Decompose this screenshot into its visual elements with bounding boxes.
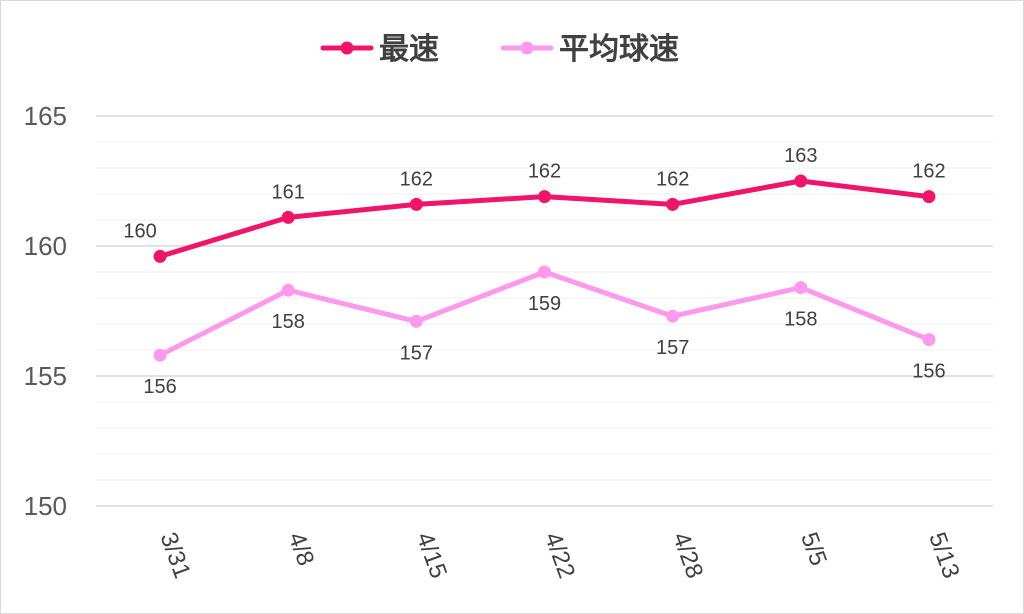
y-tick-label: 160	[24, 231, 67, 261]
x-axis-ticks: 3/31 4/8 4/15 4/22 4/28 5/5 5/13	[154, 529, 964, 582]
y-tick-label: 165	[24, 101, 67, 131]
data-point	[153, 348, 167, 362]
data-labels: 160 161 162 162 162 163 162 156 158 157 159 157 158 1…	[123, 145, 945, 398]
data-point	[794, 174, 808, 188]
data-label: 157	[400, 342, 433, 364]
data-point	[538, 190, 551, 204]
data-point	[281, 210, 295, 224]
data-label: 157	[656, 337, 689, 359]
data-point	[666, 197, 680, 211]
data-label: 160	[123, 220, 156, 242]
x-tick-label: 4/22	[539, 529, 580, 582]
legend-marker	[340, 41, 354, 55]
x-tick-label: 5/13	[923, 529, 964, 582]
legend-label: 平均球速	[559, 32, 679, 67]
data-point	[538, 265, 551, 279]
data-label: 162	[912, 161, 945, 183]
data-label: 156	[143, 376, 176, 398]
x-tick-label: 4/28	[667, 529, 708, 582]
data-label: 161	[272, 181, 305, 203]
data-point	[666, 309, 680, 323]
data-label: 158	[272, 311, 305, 333]
y-tick-label: 150	[24, 491, 67, 521]
y-tick-label: 155	[24, 361, 67, 391]
data-label: 162	[528, 161, 561, 183]
x-tick-label: 5/5	[795, 529, 832, 570]
data-label: 162	[656, 168, 689, 190]
data-point	[922, 190, 936, 204]
data-label: 163	[784, 145, 817, 167]
series-lines	[153, 174, 936, 362]
data-point	[281, 283, 295, 297]
data-point	[794, 281, 808, 295]
data-point	[409, 197, 423, 211]
y-axis-ticks: 150 155 160 165	[24, 101, 67, 521]
data-label: 158	[784, 309, 817, 331]
data-point	[922, 333, 936, 347]
data-point	[153, 249, 167, 263]
legend: 最速 平均球速	[320, 32, 679, 67]
x-tick-label: 4/8	[283, 529, 320, 570]
x-tick-label: 3/31	[154, 529, 195, 582]
legend-label: 最速	[379, 32, 439, 67]
data-label: 156	[912, 361, 945, 383]
data-label: 162	[400, 168, 433, 190]
legend-marker	[520, 41, 534, 55]
data-point	[409, 314, 423, 328]
data-label: 159	[528, 293, 561, 315]
x-tick-label: 4/15	[411, 529, 452, 582]
